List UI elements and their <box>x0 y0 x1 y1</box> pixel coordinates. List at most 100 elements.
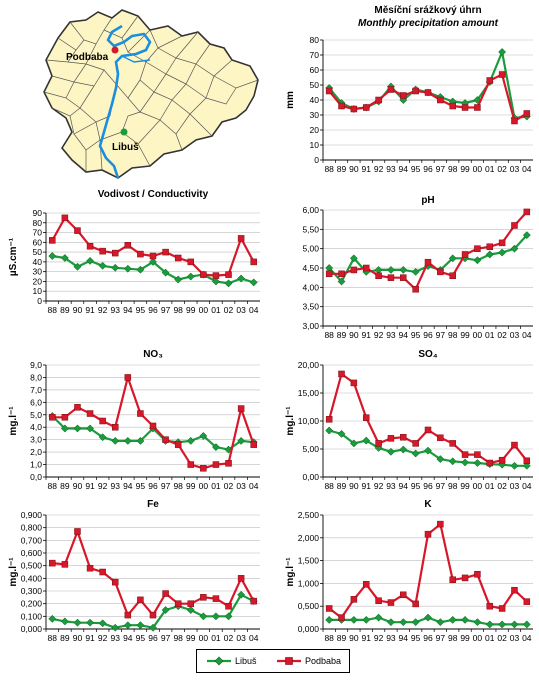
point-podbaba <box>474 104 481 111</box>
y-tick-label: 0,900 <box>21 510 43 520</box>
point-libus <box>111 623 120 632</box>
point-podbaba <box>74 227 81 234</box>
y-tick-label: 9,0 <box>30 360 42 370</box>
y-tick-label: 6,0 <box>30 397 42 407</box>
point-podbaba <box>212 595 220 602</box>
x-tick-label: 96 <box>148 305 158 315</box>
point-podbaba <box>449 440 456 447</box>
y-tick-label: 30 <box>33 267 43 277</box>
y-tick-label: 3,00 <box>302 321 319 331</box>
y-tick-label: 50 <box>310 80 320 90</box>
point-libus <box>461 615 470 624</box>
point-podbaba <box>212 461 220 468</box>
point-podbaba <box>325 270 333 278</box>
point-libus <box>186 272 195 281</box>
point-podbaba <box>474 571 481 578</box>
chart-no3: NO₃ mg.l⁻¹ 0,0 1,0 2,0 3,0 4,0 5,0 6,0 7,0 8,0 9,0 8… <box>0 345 270 495</box>
point-libus <box>48 252 57 260</box>
point-podbaba <box>49 559 56 567</box>
point-libus <box>411 618 420 627</box>
city-outline <box>43 9 259 179</box>
y-tick-label: 20 <box>310 125 320 135</box>
y-tick-label: 20,00 <box>298 360 320 370</box>
x-tick-label: 01 <box>211 633 221 643</box>
y-tick-label: 8,0 <box>30 372 42 382</box>
y-tick-label: 2,0 <box>30 447 42 457</box>
point-podbaba <box>412 600 419 608</box>
point-podbaba <box>187 461 195 468</box>
x-tick-label: 88 <box>324 330 334 340</box>
prague-map-svg: Podbaba Libuš <box>43 9 259 179</box>
y-tick-label: 0,0 <box>30 472 42 482</box>
x-tick-label: 98 <box>448 633 458 643</box>
point-podbaba <box>461 251 469 258</box>
point-podbaba <box>362 581 370 588</box>
point-libus <box>424 613 432 622</box>
x-tick-label: 01 <box>485 330 495 340</box>
point-libus <box>485 620 494 629</box>
point-podbaba <box>461 104 469 111</box>
chart-title: NO₃ <box>143 349 163 360</box>
podbaba-label: Podbaba <box>66 52 109 63</box>
point-libus <box>237 590 246 599</box>
x-tick-label: 99 <box>460 330 470 340</box>
point-podbaba <box>375 272 382 279</box>
point-podbaba <box>412 440 419 447</box>
point-podbaba <box>149 252 157 260</box>
x-tick-label: 91 <box>362 330 372 340</box>
point-podbaba <box>498 239 506 247</box>
x-tick-label: 01 <box>485 164 495 174</box>
point-podbaba <box>49 237 56 244</box>
point-podbaba <box>99 417 106 425</box>
point-podbaba <box>111 578 119 586</box>
point-libus <box>448 457 457 466</box>
point-libus <box>498 48 507 56</box>
y-tick-label: 15,00 <box>298 388 320 398</box>
point-podbaba <box>387 599 395 606</box>
point-libus <box>424 446 432 455</box>
series-line-podbaba <box>51 216 255 277</box>
point-libus <box>161 268 170 277</box>
chart-so4: SO₄ mg.l⁻¹ 0,00 5,00 10,00 15,00 20,00 88 89 90 91… <box>285 345 539 495</box>
point-libus <box>386 618 395 627</box>
y-axis-label: mg.l⁻¹ <box>285 406 296 436</box>
point-libus <box>522 620 531 629</box>
point-podbaba <box>387 86 395 93</box>
point-libus <box>186 606 195 614</box>
point-libus <box>399 265 408 274</box>
x-tick-label: 99 <box>186 633 196 643</box>
legend-libus-marker-icon <box>214 656 224 666</box>
point-podbaba <box>474 451 481 458</box>
point-podbaba <box>124 242 132 249</box>
point-podbaba <box>137 410 144 417</box>
x-tick-label: 97 <box>436 330 446 340</box>
y-tick-label: 3,50 <box>302 302 319 312</box>
point-podbaba <box>149 611 157 619</box>
y-tick-label: 5,00 <box>302 244 319 254</box>
point-podbaba <box>137 596 144 604</box>
x-tick-label: 93 <box>386 164 396 174</box>
y-tick-label: 20 <box>33 276 43 286</box>
point-podbaba <box>237 575 245 582</box>
legend-podbaba-marker-icon <box>285 657 293 665</box>
point-libus <box>399 618 408 627</box>
point-libus <box>485 250 494 259</box>
point-podbaba <box>86 242 94 250</box>
point-podbaba <box>523 457 531 465</box>
x-tick-label: 90 <box>349 633 359 643</box>
x-tick-label: 96 <box>423 164 433 174</box>
point-podbaba <box>200 465 207 472</box>
chart-ph: pH 3,00 3,50 4,00 4,50 5,00 5,50 6,00 88 89 90 91 92… <box>286 185 539 345</box>
point-podbaba <box>350 266 358 274</box>
y-tick-label: 1,0 <box>30 460 42 470</box>
x-tick-label: 04 <box>522 330 532 340</box>
point-podbaba <box>523 110 531 117</box>
point-libus <box>211 277 220 286</box>
point-libus <box>349 439 358 448</box>
x-tick-label: 02 <box>497 164 507 174</box>
point-podbaba <box>350 596 358 603</box>
series-line-libus <box>52 593 255 629</box>
chart-ph-svg: pH 3,00 3,50 4,00 4,50 5,00 5,50 6,00 88 89 90 91 92… <box>302 195 533 340</box>
point-libus <box>411 449 420 458</box>
x-tick-label: 88 <box>48 633 58 643</box>
